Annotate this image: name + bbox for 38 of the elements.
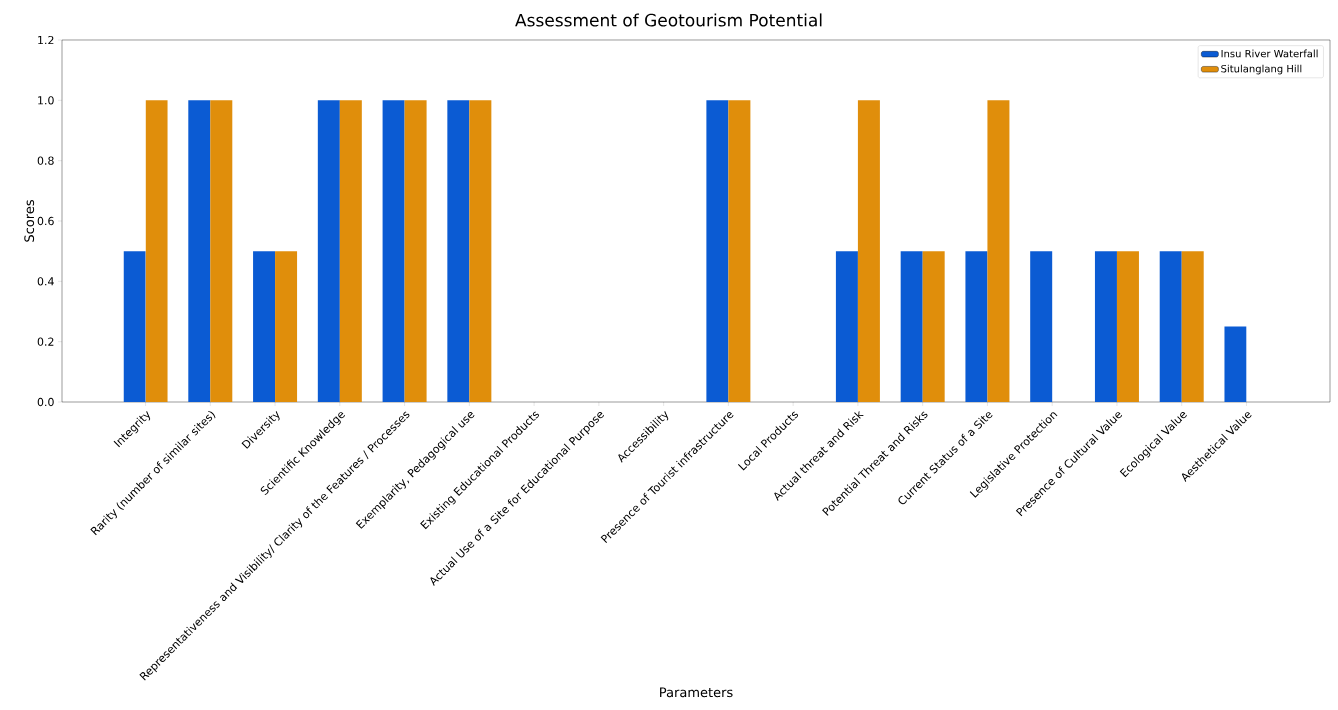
bar <box>728 100 751 402</box>
bar <box>404 100 427 402</box>
bar <box>253 251 276 402</box>
bar <box>123 251 146 402</box>
y-tick-label: 1.0 <box>38 96 54 105</box>
y-tick-label: 1.2 <box>38 35 54 45</box>
bar <box>210 100 233 402</box>
y-tick-label: 0.4 <box>37 277 54 286</box>
bar <box>1030 251 1053 402</box>
bar <box>1181 251 1204 402</box>
y-axis-title: Scores <box>24 200 35 242</box>
x-axis-title: Parameters <box>660 687 733 698</box>
legend-label: Insu River Waterfall <box>1221 49 1318 58</box>
y-tick-label: 0.8 <box>37 156 54 165</box>
y-tick-label: 0.0 <box>37 397 54 407</box>
y-tick-label: 0.6 <box>37 216 54 226</box>
chart-title: Assessment of Geotourism Potential <box>515 13 822 27</box>
bar <box>469 100 492 402</box>
y-tick-label: 0.2 <box>37 337 54 346</box>
bar <box>317 100 340 402</box>
bar <box>1224 326 1247 402</box>
bar <box>1116 251 1139 402</box>
bar <box>1094 251 1117 402</box>
bar <box>857 100 880 402</box>
bar <box>275 251 298 402</box>
bar <box>987 100 1010 402</box>
bar <box>1159 251 1182 402</box>
bar <box>900 251 923 402</box>
bar <box>447 100 470 402</box>
bar <box>145 100 168 402</box>
bar <box>922 251 945 402</box>
bar <box>188 100 211 402</box>
legend-label: Situlanglang Hill <box>1221 64 1302 75</box>
bar <box>706 100 729 402</box>
bar <box>965 251 988 402</box>
bar <box>382 100 405 402</box>
bar <box>339 100 362 402</box>
bar <box>835 251 858 402</box>
